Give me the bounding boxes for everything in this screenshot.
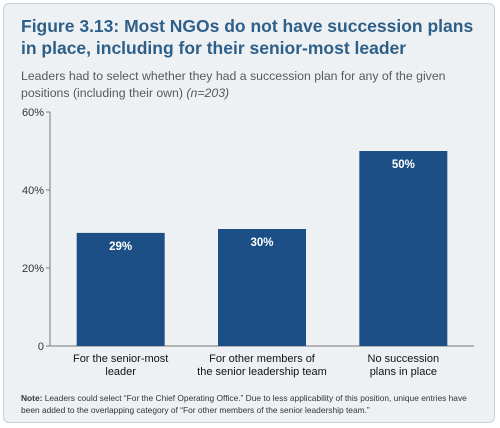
note-label: Note: — [21, 393, 43, 403]
subtitle-text: Leaders had to select whether they had a… — [21, 69, 446, 100]
bar — [359, 151, 448, 346]
y-tick-label: 40% — [22, 185, 44, 197]
x-category-label: leader — [105, 366, 136, 378]
chart-title: Figure 3.13: Most NGOs do not have succe… — [21, 16, 474, 58]
figure-card: Figure 3.13: Most NGOs do not have succe… — [3, 3, 495, 423]
bar — [218, 229, 306, 346]
x-category-label: plans in place — [370, 366, 437, 378]
x-category-label: the senior leadership team — [197, 366, 327, 378]
bar-value-label: 30% — [250, 237, 273, 249]
y-tick-label: 20% — [22, 263, 44, 275]
x-category-label: No succession — [368, 353, 440, 365]
y-tick-label: 60% — [22, 107, 44, 119]
x-category-label: For the senior-most — [73, 353, 168, 365]
subtitle-sample-size: (n=203) — [186, 86, 230, 100]
note-text: Leaders could select “For the Chief Oper… — [21, 393, 467, 415]
y-tick-label: 0 — [38, 341, 44, 353]
x-category-label: For other members of — [209, 353, 316, 365]
bar-value-label: 29% — [109, 241, 132, 253]
bar-value-label: 50% — [392, 159, 415, 171]
chart-subtitle: Leaders had to select whether they had a… — [21, 68, 491, 102]
chart-note: Note: Leaders could select “For the Chie… — [21, 392, 485, 416]
bar — [76, 232, 165, 346]
